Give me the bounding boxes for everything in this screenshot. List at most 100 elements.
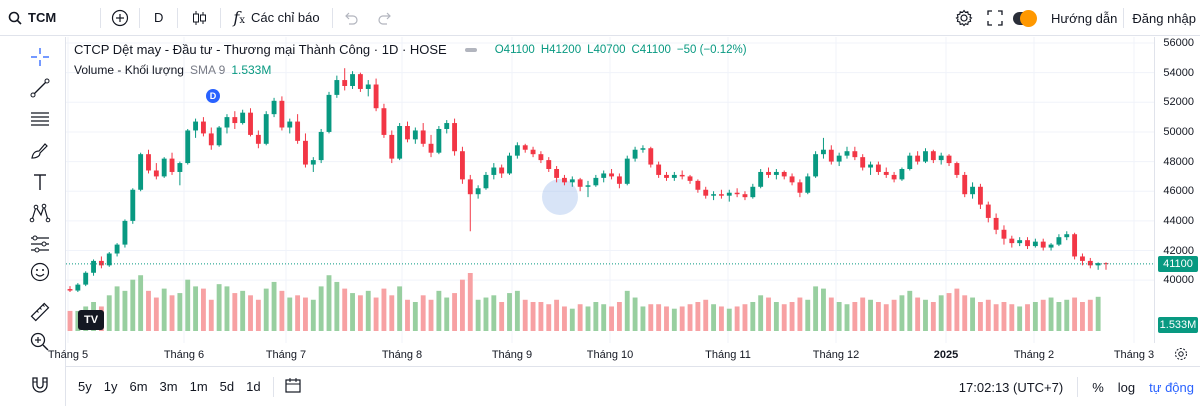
indicators-button[interactable]: fx Các chỉ báo xyxy=(221,0,331,36)
tradingview-logo[interactable]: TV xyxy=(78,310,104,330)
fib-tool[interactable] xyxy=(26,106,54,132)
price-tick: 44000 xyxy=(1163,214,1194,227)
time-tick: Tháng 3 xyxy=(1113,349,1155,361)
toolbar-divider xyxy=(177,7,179,28)
candle-body xyxy=(75,284,81,291)
pattern-tool[interactable] xyxy=(26,200,54,226)
candle-body xyxy=(711,194,717,196)
gear-icon xyxy=(955,9,973,27)
redo-button[interactable] xyxy=(369,0,401,36)
smiley-icon xyxy=(30,262,50,282)
fullscreen-icon xyxy=(987,10,1003,26)
candle-body xyxy=(671,174,677,178)
zoom-tool[interactable] xyxy=(26,329,54,355)
candle-body xyxy=(562,177,567,183)
candle-body xyxy=(491,167,497,175)
volume-bar xyxy=(601,304,607,331)
measure-tool[interactable] xyxy=(26,299,54,325)
candle-body xyxy=(98,260,104,266)
prediction-tool[interactable] xyxy=(26,231,54,257)
candle-body xyxy=(122,220,128,245)
trendline-tool[interactable] xyxy=(26,75,54,101)
crosshair-tool[interactable] xyxy=(26,44,54,70)
range-button-5d[interactable]: 5d xyxy=(219,379,235,394)
volume-bar xyxy=(130,279,136,331)
interval-button[interactable]: D xyxy=(140,0,177,36)
candle-body xyxy=(248,112,253,135)
clock[interactable]: 17:02:13 (UTC+7) xyxy=(958,379,1064,395)
open-value: O41100 xyxy=(494,43,535,56)
scale-settings-icon[interactable] xyxy=(1174,347,1188,361)
chart-pane[interactable] xyxy=(66,37,1154,343)
volume-bar xyxy=(758,295,764,331)
volume-bar xyxy=(640,306,646,331)
symbol-search[interactable]: TCM xyxy=(0,0,100,36)
last-volume-badge: 1.533M xyxy=(1158,317,1198,333)
help-link[interactable]: Hướng dẫn xyxy=(1045,0,1123,36)
candle-body xyxy=(1001,229,1007,239)
time-scale[interactable]: Tháng 5 Tháng 6 Tháng 7 Tháng 8 Tháng 9 Tháng… xyxy=(48,343,1155,365)
candle-body xyxy=(1009,238,1015,244)
candle-body xyxy=(499,167,505,174)
horizontal-lines-icon xyxy=(31,112,49,126)
settings-button[interactable] xyxy=(947,0,981,36)
volume-bar xyxy=(405,299,410,331)
volume-bar xyxy=(750,302,756,331)
percent-toggle[interactable]: % xyxy=(1092,379,1104,395)
volume-bar xyxy=(1064,299,1070,331)
volume-bar xyxy=(373,297,379,331)
volume-bar xyxy=(970,297,976,331)
dividend-marker[interactable]: D xyxy=(206,89,220,103)
auto-toggle[interactable]: tự động xyxy=(1149,379,1194,395)
volume-bar xyxy=(1001,302,1007,331)
volume-bar xyxy=(569,308,575,331)
low-value: L40700 xyxy=(587,43,626,56)
volume-bar xyxy=(891,299,897,331)
legend-menu-icon[interactable] xyxy=(464,47,477,52)
undo-button[interactable] xyxy=(333,0,369,36)
emoji-tool[interactable] xyxy=(26,259,54,285)
range-button-1y[interactable]: 1y xyxy=(103,379,118,394)
volume-bar xyxy=(75,310,81,331)
change-value: −50 (−0.12%) xyxy=(676,43,747,56)
compare-button[interactable] xyxy=(101,0,139,36)
range-button-3m[interactable]: 3m xyxy=(159,379,178,394)
volume-bar xyxy=(232,293,238,331)
volume-bar xyxy=(240,290,246,331)
price-chart[interactable] xyxy=(66,37,1154,343)
volume-bar xyxy=(1072,297,1078,331)
volume-bar xyxy=(781,304,787,331)
volume-bar xyxy=(444,297,450,331)
candle-body xyxy=(844,151,850,156)
candle-body xyxy=(1025,240,1030,247)
theme-toggle[interactable] xyxy=(1009,0,1045,36)
brush-tool[interactable] xyxy=(26,138,54,164)
price-scale[interactable]: 56000 54000 52000 50000 48000 46000 44000 42000… xyxy=(1154,37,1200,343)
volume-bar xyxy=(687,304,693,331)
price-tick: 42000 xyxy=(1163,244,1194,257)
volume-bar xyxy=(1095,296,1101,331)
volume-bar xyxy=(828,297,834,331)
candle-body xyxy=(899,169,905,180)
price-tick: 46000 xyxy=(1163,185,1194,198)
ohlc-values: O41100 H41200 L40700 C41100 −50 (−0.12%) xyxy=(495,44,747,56)
range-button-6m[interactable]: 6m xyxy=(129,379,148,394)
chart-type-button[interactable] xyxy=(178,0,220,36)
toolbar-divider xyxy=(272,376,274,397)
candle-body xyxy=(114,244,120,254)
volume-bar xyxy=(726,308,732,331)
volume-bar xyxy=(766,297,771,331)
magnet-tool[interactable] xyxy=(26,372,54,398)
text-tool[interactable] xyxy=(26,169,54,195)
candle-body xyxy=(703,189,709,196)
range-button-1d[interactable]: 1d xyxy=(246,379,261,394)
date-range-button[interactable] xyxy=(274,376,312,397)
volume-bar xyxy=(279,290,285,331)
log-toggle[interactable]: log xyxy=(1117,379,1136,395)
login-link[interactable]: Đăng nhập xyxy=(1124,0,1200,36)
volume-bar xyxy=(153,297,159,331)
range-button-5y[interactable]: 5y xyxy=(78,379,92,394)
fullscreen-button[interactable] xyxy=(981,0,1009,36)
range-button-1m[interactable]: 1m xyxy=(189,379,208,394)
candle-body xyxy=(334,80,340,95)
